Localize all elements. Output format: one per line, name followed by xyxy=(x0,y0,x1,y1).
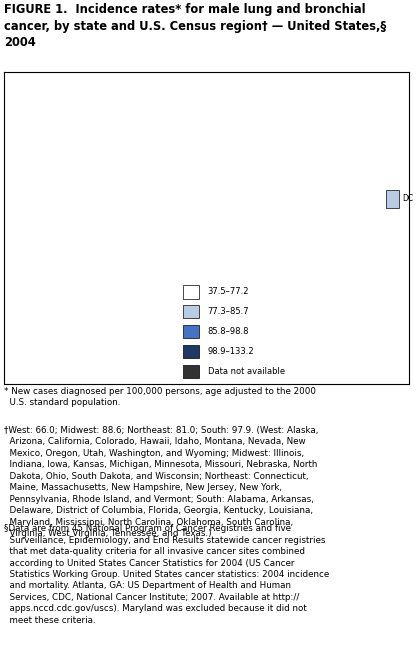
FancyBboxPatch shape xyxy=(183,305,199,318)
Text: 77.3–85.7: 77.3–85.7 xyxy=(208,307,249,316)
FancyBboxPatch shape xyxy=(183,325,199,338)
Text: FIGURE 1.  Incidence rates* for male lung and bronchial
cancer, by state and U.S: FIGURE 1. Incidence rates* for male lung… xyxy=(4,3,387,49)
Text: DC: DC xyxy=(402,194,414,203)
FancyBboxPatch shape xyxy=(387,190,399,208)
FancyBboxPatch shape xyxy=(183,344,199,358)
Text: * New cases diagnosed per 100,000 persons, age adjusted to the 2000
  U.S. stand: * New cases diagnosed per 100,000 person… xyxy=(4,387,316,407)
Text: †West: 66.0; Midwest: 88.6; Northeast: 81.0; South: 97.9. (West: Alaska,
  Arizo: †West: 66.0; Midwest: 88.6; Northeast: 8… xyxy=(4,426,319,538)
Text: §Data are from 45 National Program of Cancer Registries and five
  Surveillance,: §Data are from 45 National Program of Ca… xyxy=(4,524,329,625)
FancyBboxPatch shape xyxy=(183,285,199,298)
Text: 98.9–133.2: 98.9–133.2 xyxy=(208,347,254,356)
Text: 37.5–77.2: 37.5–77.2 xyxy=(208,287,249,297)
FancyBboxPatch shape xyxy=(183,365,199,378)
Text: 85.8–98.8: 85.8–98.8 xyxy=(208,327,249,336)
Text: Data not available: Data not available xyxy=(208,367,285,376)
